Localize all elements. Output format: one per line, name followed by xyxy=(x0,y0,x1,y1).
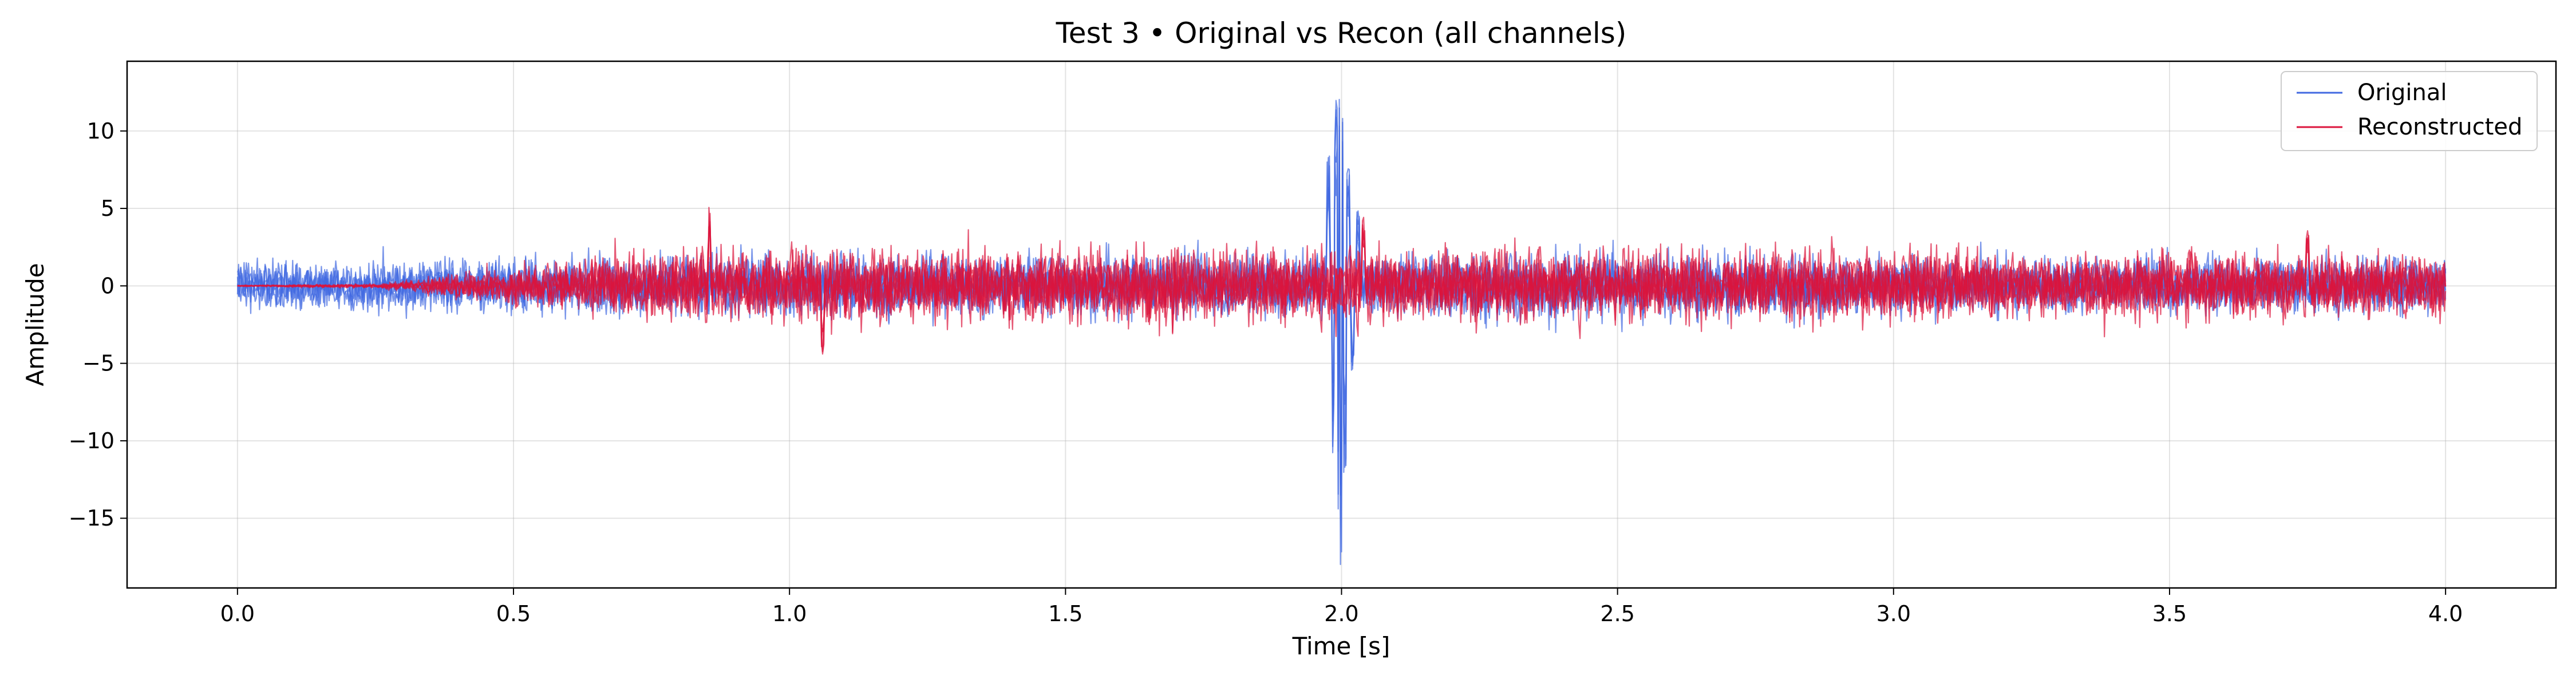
legend-label-reconstructed: Reconstructed xyxy=(2357,114,2522,140)
y-tick-label: −15 xyxy=(69,506,114,531)
x-tick-label: 3.0 xyxy=(1876,601,1911,626)
x-tick-label: 0.5 xyxy=(496,601,531,626)
legend: Original Reconstructed xyxy=(2281,71,2538,151)
y-axis: 10 5 0 −5 −10 −15 xyxy=(69,119,127,531)
x-tick-label: 3.5 xyxy=(2152,601,2187,626)
x-tick-label: 2.5 xyxy=(1600,601,1634,626)
series-layer xyxy=(236,98,2447,565)
legend-box xyxy=(2281,71,2538,151)
chart-title: Test 3 • Original vs Recon (all channels… xyxy=(1056,17,1627,50)
y-tick-label: 0 xyxy=(101,273,114,298)
x-axis-label: Time [s] xyxy=(1292,632,1390,660)
y-tick-label: −5 xyxy=(82,351,114,376)
x-tick-label: 0.0 xyxy=(220,601,255,626)
y-tick-label: 10 xyxy=(87,119,114,144)
x-tick-label: 1.5 xyxy=(1048,601,1082,626)
y-axis-label: Amplitude xyxy=(21,263,49,386)
x-tick-label: 4.0 xyxy=(2428,601,2463,626)
legend-label-original: Original xyxy=(2357,80,2447,106)
x-tick-label: 1.0 xyxy=(772,601,807,626)
series-line-reconstructed xyxy=(237,212,2447,348)
y-tick-label: −10 xyxy=(69,428,114,453)
x-axis: 0.0 0.5 1.0 1.5 2.0 2.5 3.0 3.5 4.0 xyxy=(220,588,2463,626)
y-tick-label: 5 xyxy=(101,196,114,221)
x-tick-label: 2.0 xyxy=(1324,601,1358,626)
